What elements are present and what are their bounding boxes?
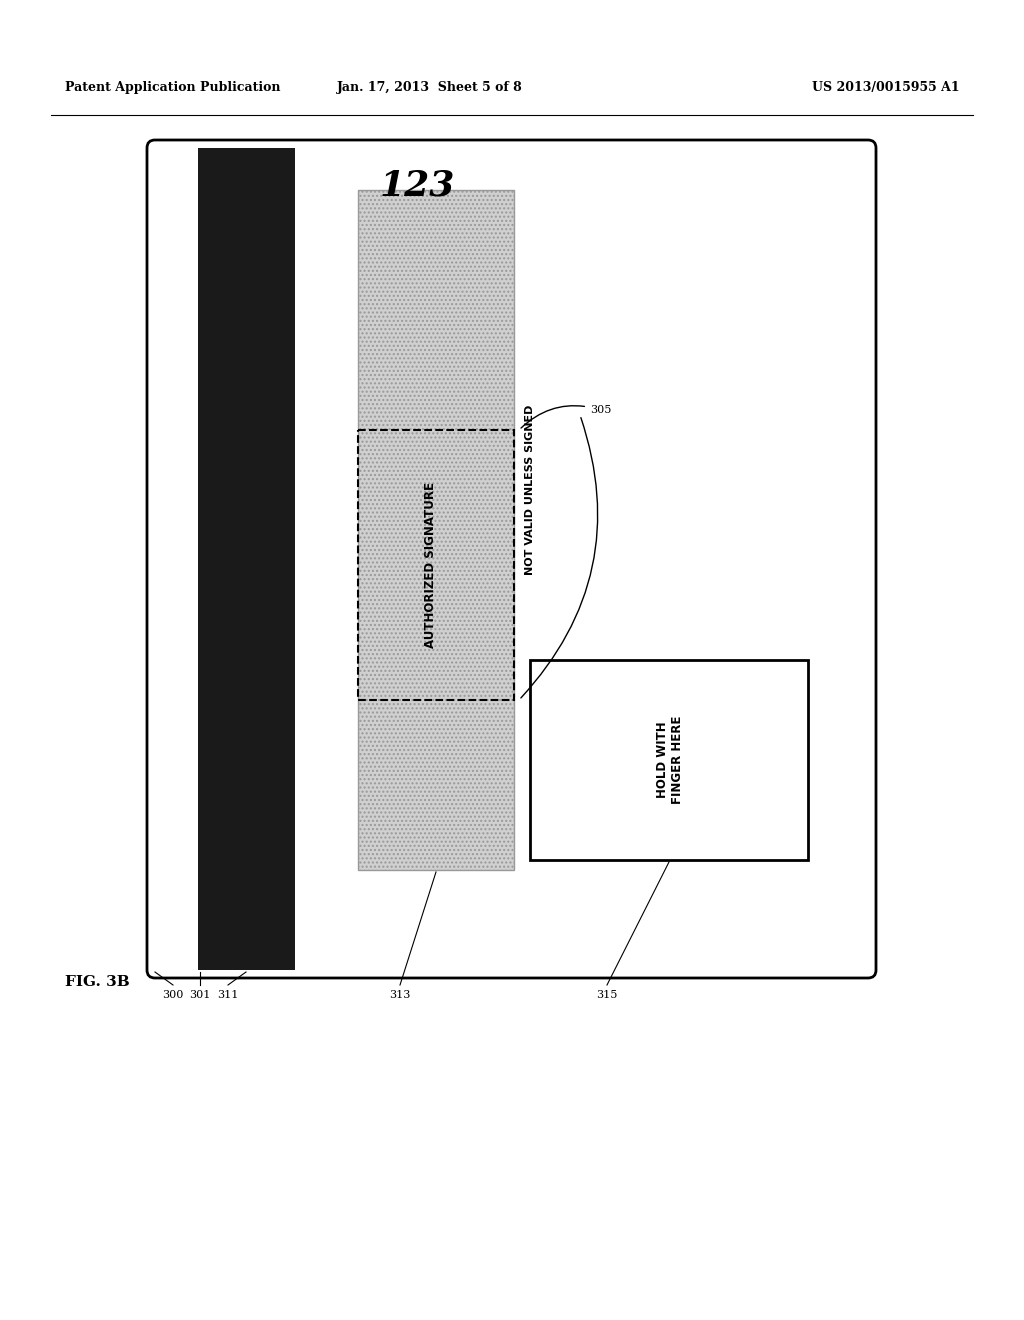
Bar	[358, 190, 514, 870]
Bar	[358, 430, 514, 700]
Text: 300: 300	[163, 990, 183, 1001]
Text: NOT VALID UNLESS SIGNED: NOT VALID UNLESS SIGNED	[525, 405, 535, 576]
FancyBboxPatch shape	[147, 140, 876, 978]
Bar	[358, 190, 514, 870]
Text: FIG. 3B: FIG. 3B	[65, 975, 130, 989]
Text: 305: 305	[521, 405, 611, 428]
Text: Patent Application Publication: Patent Application Publication	[65, 82, 281, 95]
Text: US 2013/0015955 A1: US 2013/0015955 A1	[812, 82, 961, 95]
Bar	[198, 148, 295, 970]
Text: HOLD WITH
FINGER HERE: HOLD WITH FINGER HERE	[656, 715, 684, 804]
Text: Jan. 17, 2013  Sheet 5 of 8: Jan. 17, 2013 Sheet 5 of 8	[337, 82, 523, 95]
Text: AUTHORIZED SIGNATURE: AUTHORIZED SIGNATURE	[424, 482, 436, 648]
Text: 123: 123	[380, 168, 456, 202]
Bar	[530, 660, 808, 861]
Text: 311: 311	[217, 990, 239, 1001]
Text: 315: 315	[596, 990, 617, 1001]
Text: 301: 301	[189, 990, 211, 1001]
Text: 313: 313	[389, 990, 411, 1001]
